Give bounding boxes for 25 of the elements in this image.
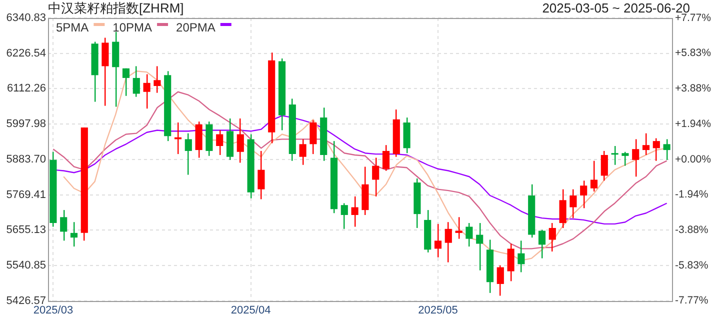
y-tick-label: 5883.70	[6, 153, 46, 166]
y2-tick-label: +7.77%	[675, 12, 711, 24]
chart-title: 中汉菜籽粕指数[ZHRM]	[48, 0, 184, 16]
x-tick-label: 2025/04	[230, 304, 271, 316]
legend-label: 5PMA	[56, 20, 89, 34]
y2-tick-label: -3.88%	[675, 224, 708, 236]
x-tick-label: 2025/05	[418, 304, 458, 316]
y-tick-label: 6112.26	[7, 82, 46, 95]
y-tick-label: 5426.57	[6, 294, 46, 307]
y2-tick-label: -1.94%	[675, 188, 708, 201]
legend-label: 20PMA	[176, 20, 216, 34]
y-tick-label: 6340.83	[6, 12, 46, 24]
legend-label: 10PMA	[112, 20, 152, 34]
y2-tick-label: +0.00%	[675, 153, 711, 166]
y-tick-label: 6226.54	[6, 47, 46, 60]
x-tick-label: 2025/03	[33, 304, 74, 316]
y-tick-label: 5540.85	[6, 259, 46, 272]
y-tick-label: 5655.13	[6, 224, 46, 236]
y2-tick-label: +5.83%	[675, 47, 711, 60]
y2-tick-label: +1.94%	[675, 118, 711, 130]
y2-tick-label: -7.77%	[675, 294, 708, 307]
y2-tick-label: -5.83%	[675, 259, 708, 272]
y-tick-label: 5769.41	[6, 188, 46, 201]
y2-tick-label: +3.88%	[675, 82, 711, 95]
y-tick-label: 5997.98	[6, 118, 46, 130]
